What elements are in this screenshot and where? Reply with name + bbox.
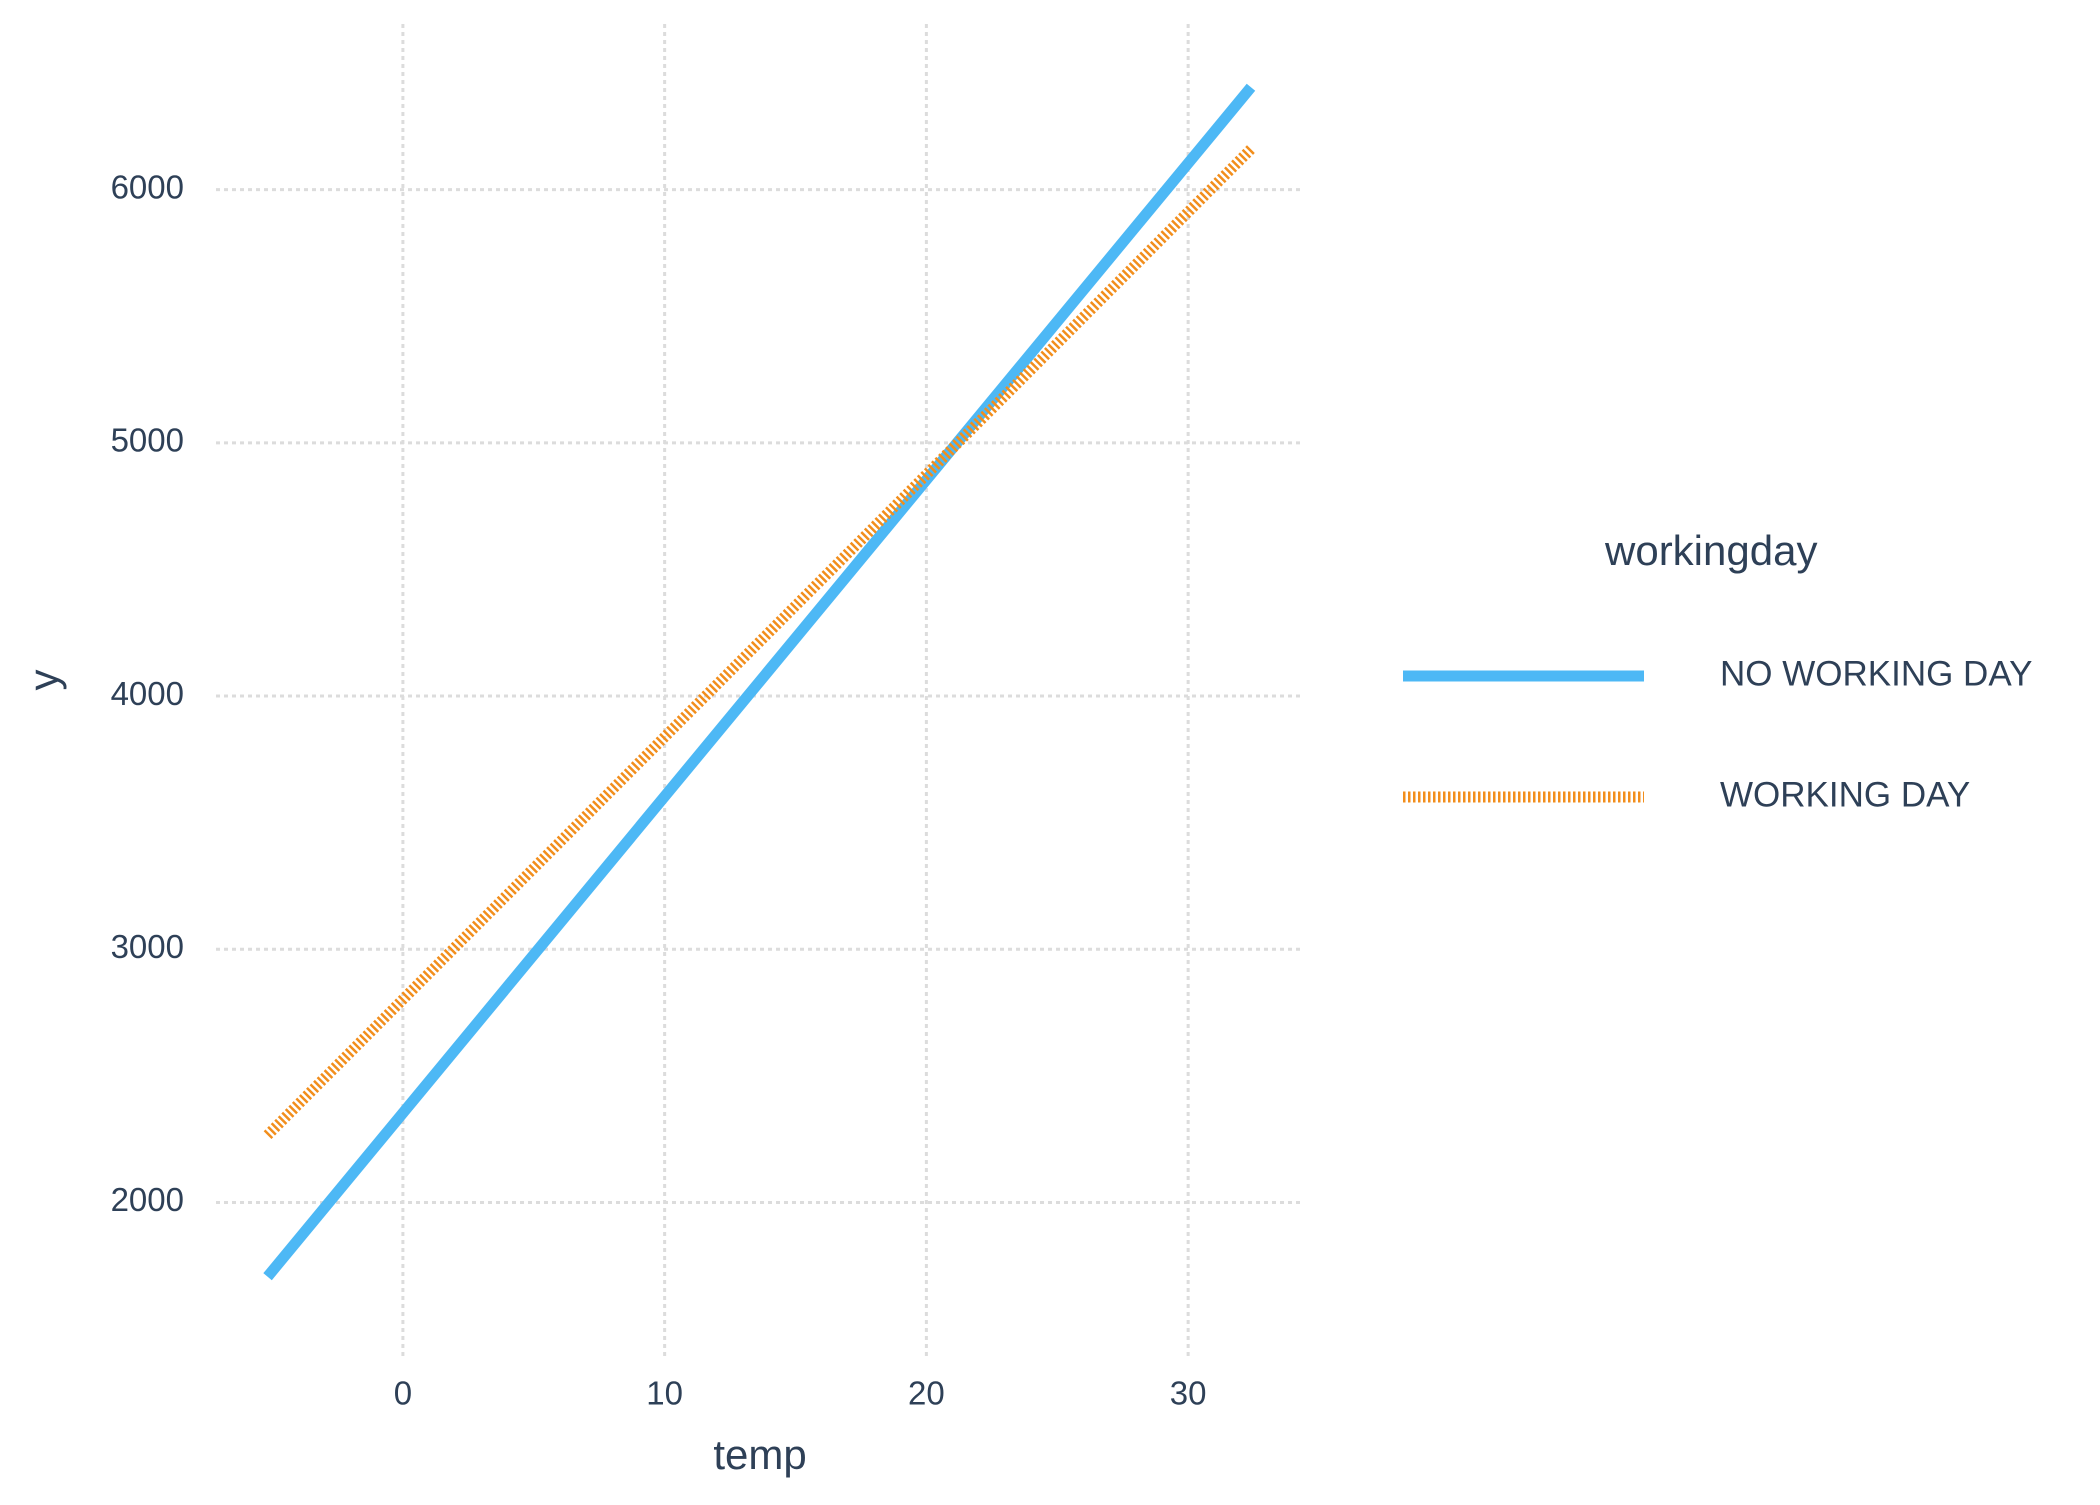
- x-axis-title: temp: [713, 1431, 806, 1478]
- series-line: [263, 83, 1256, 1281]
- x-tick-label: 0: [394, 1375, 412, 1412]
- x-tick-label: 30: [1170, 1375, 1207, 1412]
- y-tick-label: 5000: [111, 422, 184, 459]
- series-line: [263, 145, 1255, 1140]
- y-axis-title: y: [20, 670, 67, 691]
- y-tick-label: 3000: [111, 928, 184, 965]
- legend-title: workingday: [1604, 527, 1817, 574]
- legend-label: WORKING DAY: [1720, 775, 1970, 814]
- y-tick-label: 4000: [111, 675, 184, 712]
- x-tick-label: 10: [646, 1375, 683, 1412]
- y-tick-label: 2000: [111, 1181, 184, 1218]
- legend-label: NO WORKING DAY: [1720, 654, 2032, 693]
- x-tick-label: 20: [908, 1375, 945, 1412]
- y-tick-label: 6000: [111, 168, 184, 205]
